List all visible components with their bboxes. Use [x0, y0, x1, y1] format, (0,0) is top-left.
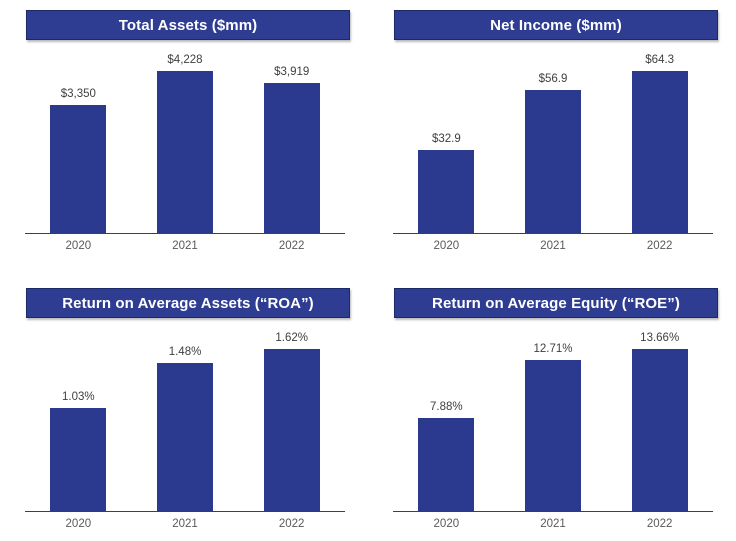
chart-title: Total Assets ($mm) — [118, 16, 258, 34]
bar — [263, 83, 320, 233]
bar-group: 13.66% — [606, 332, 713, 511]
x-tick-label: 2022 — [646, 518, 673, 530]
bar-group: $3,350 — [25, 88, 132, 233]
bar-group: 7.88% — [393, 401, 500, 511]
bar-group: 1.62% — [238, 332, 345, 511]
x-axis-labels: 2020 2021 2022 — [393, 518, 713, 530]
bar-value-label: 1.03% — [62, 391, 95, 403]
bar-value-label: $4,228 — [167, 54, 203, 66]
chart-title: Net Income ($mm) — [490, 16, 622, 34]
chart-title: Return on Average Assets (“ROA”) — [62, 294, 314, 312]
bar-group: 1.48% — [132, 346, 239, 511]
x-tick-label: 2021 — [540, 518, 566, 530]
x-axis-labels: 2020 2021 2022 — [393, 240, 713, 252]
x-axis-labels: 2020 2021 2022 — [25, 240, 345, 252]
bar-value-label: $3,350 — [60, 88, 96, 100]
bar-value-label: $32.9 — [431, 133, 461, 145]
chart-title: Return on Average Equity (“ROE”) — [432, 294, 680, 312]
bar — [50, 105, 107, 233]
bar — [525, 360, 581, 511]
chart-title-banner: Return on Average Assets (“ROA”) — [26, 288, 350, 318]
x-tick-label: 2020 — [433, 240, 460, 252]
bar — [418, 150, 475, 233]
x-tick-label: 2021 — [540, 240, 566, 252]
bar-group: $64.3 — [606, 54, 713, 233]
x-tick-label: 2021 — [172, 518, 198, 530]
chart-title-banner: Total Assets ($mm) — [26, 10, 350, 40]
bar-group: 12.71% — [500, 343, 607, 511]
x-tick-label: 2020 — [433, 518, 460, 530]
x-tick-label: 2020 — [65, 240, 92, 252]
chart-panel-net-income: Net Income ($mm) $32.9 $56.9 $64.3 2020 202… — [368, 0, 736, 270]
bar — [263, 349, 320, 511]
bar-group: $56.9 — [500, 73, 607, 233]
chart-panel-total-assets: Total Assets ($mm) $3,350 $4,228 $3,919 20… — [0, 0, 368, 270]
bar — [157, 71, 213, 233]
x-tick-label: 2022 — [646, 240, 673, 252]
x-tick-label: 2020 — [65, 518, 92, 530]
bar — [525, 90, 581, 233]
bar-group: $32.9 — [393, 133, 500, 233]
bar — [157, 363, 213, 511]
bar-value-label: 7.88% — [430, 401, 463, 413]
bar-group: $4,228 — [132, 54, 239, 233]
bar — [631, 349, 688, 511]
bar — [418, 418, 475, 511]
plot-area: 7.88% 12.71% 13.66% — [393, 318, 713, 512]
bar-group: $3,919 — [238, 66, 345, 233]
bar-value-label: $64.3 — [645, 54, 675, 66]
bar-value-label: 1.62% — [275, 332, 308, 344]
x-axis-labels: 2020 2021 2022 — [25, 518, 345, 530]
bar-value-label: $56.9 — [538, 73, 568, 85]
bar-value-label: $3,919 — [274, 66, 310, 78]
bar-group: 1.03% — [25, 391, 132, 511]
plot-area: 1.03% 1.48% 1.62% — [25, 318, 345, 512]
chart-panel-roe: Return on Average Equity (“ROE”) 7.88% 12… — [368, 270, 736, 541]
chart-title-banner: Return on Average Equity (“ROE”) — [394, 288, 718, 318]
bar-value-label: 1.48% — [168, 346, 202, 358]
x-tick-label: 2022 — [278, 518, 305, 530]
bar-value-label: 13.66% — [640, 332, 680, 344]
bar — [631, 71, 688, 233]
chart-title-banner: Net Income ($mm) — [394, 10, 718, 40]
plot-area: $3,350 $4,228 $3,919 — [25, 40, 345, 234]
x-tick-label: 2022 — [278, 240, 305, 252]
bar — [50, 408, 107, 511]
chart-panel-roa: Return on Average Assets (“ROA”) 1.03% 1.… — [0, 270, 368, 541]
bar-value-label: 12.71% — [533, 343, 573, 355]
x-tick-label: 2021 — [172, 240, 198, 252]
plot-area: $32.9 $56.9 $64.3 — [393, 40, 713, 234]
